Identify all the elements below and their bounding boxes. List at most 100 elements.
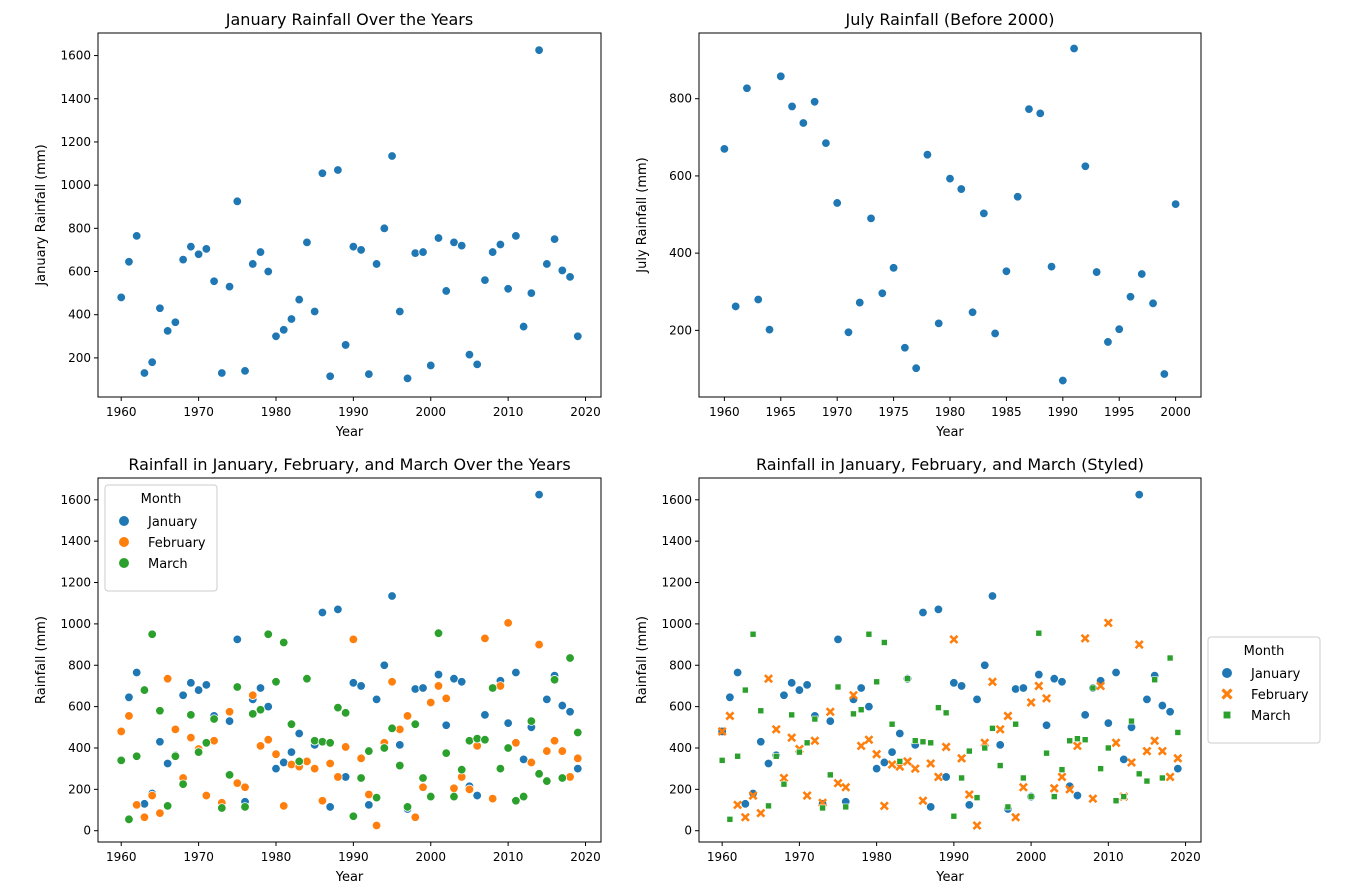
x-tick-label: 2020 bbox=[1170, 850, 1201, 864]
data-point-february bbox=[725, 711, 735, 721]
data-point-january bbox=[395, 306, 405, 317]
y-tick-label: 1400 bbox=[661, 534, 692, 548]
data-point-february bbox=[1026, 697, 1036, 707]
data-point-february bbox=[771, 724, 781, 734]
data-point-january bbox=[302, 237, 312, 248]
data-point-march bbox=[919, 738, 927, 746]
data-point-january bbox=[871, 763, 882, 774]
data-point-january bbox=[518, 754, 529, 765]
plot-frame bbox=[698, 477, 1202, 843]
data-point-january bbox=[457, 240, 467, 251]
data-point-march bbox=[162, 801, 173, 811]
data-point-march bbox=[426, 791, 436, 802]
data-point-january bbox=[1034, 669, 1044, 680]
data-point-february bbox=[1034, 681, 1044, 691]
data-point-march bbox=[1043, 749, 1050, 757]
x-tick-label: 1990 bbox=[939, 850, 970, 864]
x-tick-label: 1960 bbox=[709, 405, 740, 419]
data-point-march bbox=[410, 719, 420, 729]
data-point-january bbox=[802, 680, 812, 690]
data-point-march bbox=[1089, 684, 1097, 692]
data-point-march bbox=[950, 812, 958, 820]
y-tick-label: 1000 bbox=[60, 617, 91, 631]
data-point-march bbox=[441, 748, 451, 758]
data-point-march bbox=[155, 706, 165, 716]
data-point-february bbox=[309, 763, 320, 774]
data-point-february bbox=[449, 783, 459, 794]
data-point-february bbox=[1157, 746, 1167, 756]
data-point-march bbox=[395, 760, 405, 771]
x-tick-label: 1960 bbox=[106, 405, 137, 419]
data-point-january bbox=[511, 667, 521, 678]
data-point-february bbox=[1080, 633, 1090, 643]
data-point-january bbox=[263, 266, 273, 277]
data-point-march bbox=[718, 757, 726, 764]
data-point-january bbox=[279, 325, 289, 335]
data-point-january bbox=[426, 360, 436, 371]
y-tick-label: 1600 bbox=[661, 493, 692, 507]
data-point-march bbox=[989, 725, 996, 732]
data-point-march bbox=[796, 748, 803, 756]
data-point-january bbox=[821, 138, 831, 148]
data-point-february bbox=[224, 707, 235, 717]
legend-box bbox=[104, 484, 218, 592]
x-tick-label: 1990 bbox=[338, 405, 369, 419]
data-point-february bbox=[1065, 784, 1075, 794]
data-point-march bbox=[356, 773, 366, 783]
data-point-march bbox=[302, 673, 312, 684]
data-point-march bbox=[449, 791, 459, 802]
data-point-february bbox=[933, 772, 943, 782]
data-point-january bbox=[945, 173, 955, 184]
data-point-march bbox=[726, 816, 734, 823]
legend-marker-february bbox=[118, 536, 130, 548]
x-tick-label: 1990 bbox=[1048, 405, 1079, 419]
data-point-february bbox=[848, 690, 858, 700]
data-point-january bbox=[900, 343, 910, 353]
data-point-january bbox=[356, 245, 366, 255]
data-point-february bbox=[1088, 794, 1098, 804]
data-point-january bbox=[786, 678, 797, 688]
data-point-march bbox=[1097, 765, 1104, 772]
data-point-january bbox=[887, 747, 897, 757]
data-point-february bbox=[1018, 782, 1028, 792]
data-point-february bbox=[441, 693, 451, 704]
chart-panel-1: January Rainfall Over the Years 1960 1970 1… bbox=[34, 10, 602, 440]
data-point-march bbox=[248, 709, 258, 719]
data-point-march bbox=[1081, 736, 1089, 744]
y-axis-label: Rainfall (mm) bbox=[635, 616, 650, 704]
data-point-february bbox=[756, 808, 766, 818]
legend-marker-march bbox=[1222, 710, 1232, 720]
data-point-march bbox=[1166, 654, 1174, 662]
data-point-january bbox=[480, 710, 490, 720]
data-point-march bbox=[518, 791, 529, 802]
data-point-march bbox=[1050, 793, 1058, 800]
data-point-january bbox=[1046, 261, 1057, 272]
data-point-february bbox=[972, 821, 982, 831]
data-point-january bbox=[1125, 292, 1136, 302]
data-point-february bbox=[395, 724, 405, 735]
data-point-february bbox=[787, 733, 797, 743]
y-tick-label: 400 bbox=[68, 308, 91, 322]
data-point-january bbox=[131, 231, 142, 241]
data-point-march bbox=[573, 727, 583, 738]
data-point-february bbox=[387, 677, 397, 687]
data-point-january bbox=[271, 331, 281, 341]
data-point-february bbox=[248, 690, 258, 700]
y-tick-label: 0 bbox=[684, 824, 692, 838]
data-point-january bbox=[1049, 673, 1059, 684]
data-point-march bbox=[1058, 766, 1066, 773]
data-point-february bbox=[748, 791, 758, 801]
data-point-february bbox=[364, 789, 374, 800]
data-point-march bbox=[526, 716, 537, 726]
x-tick-label: 1970 bbox=[183, 850, 214, 864]
data-point-march bbox=[116, 755, 126, 766]
data-point-february bbox=[557, 746, 568, 756]
data-point-march bbox=[263, 629, 273, 639]
y-tick-label: 0 bbox=[83, 824, 91, 838]
data-point-march bbox=[942, 709, 950, 717]
y-tick-label: 800 bbox=[669, 658, 692, 672]
data-point-february bbox=[333, 772, 343, 782]
data-point-march bbox=[542, 776, 552, 786]
legend-label-february: February bbox=[1251, 688, 1309, 703]
